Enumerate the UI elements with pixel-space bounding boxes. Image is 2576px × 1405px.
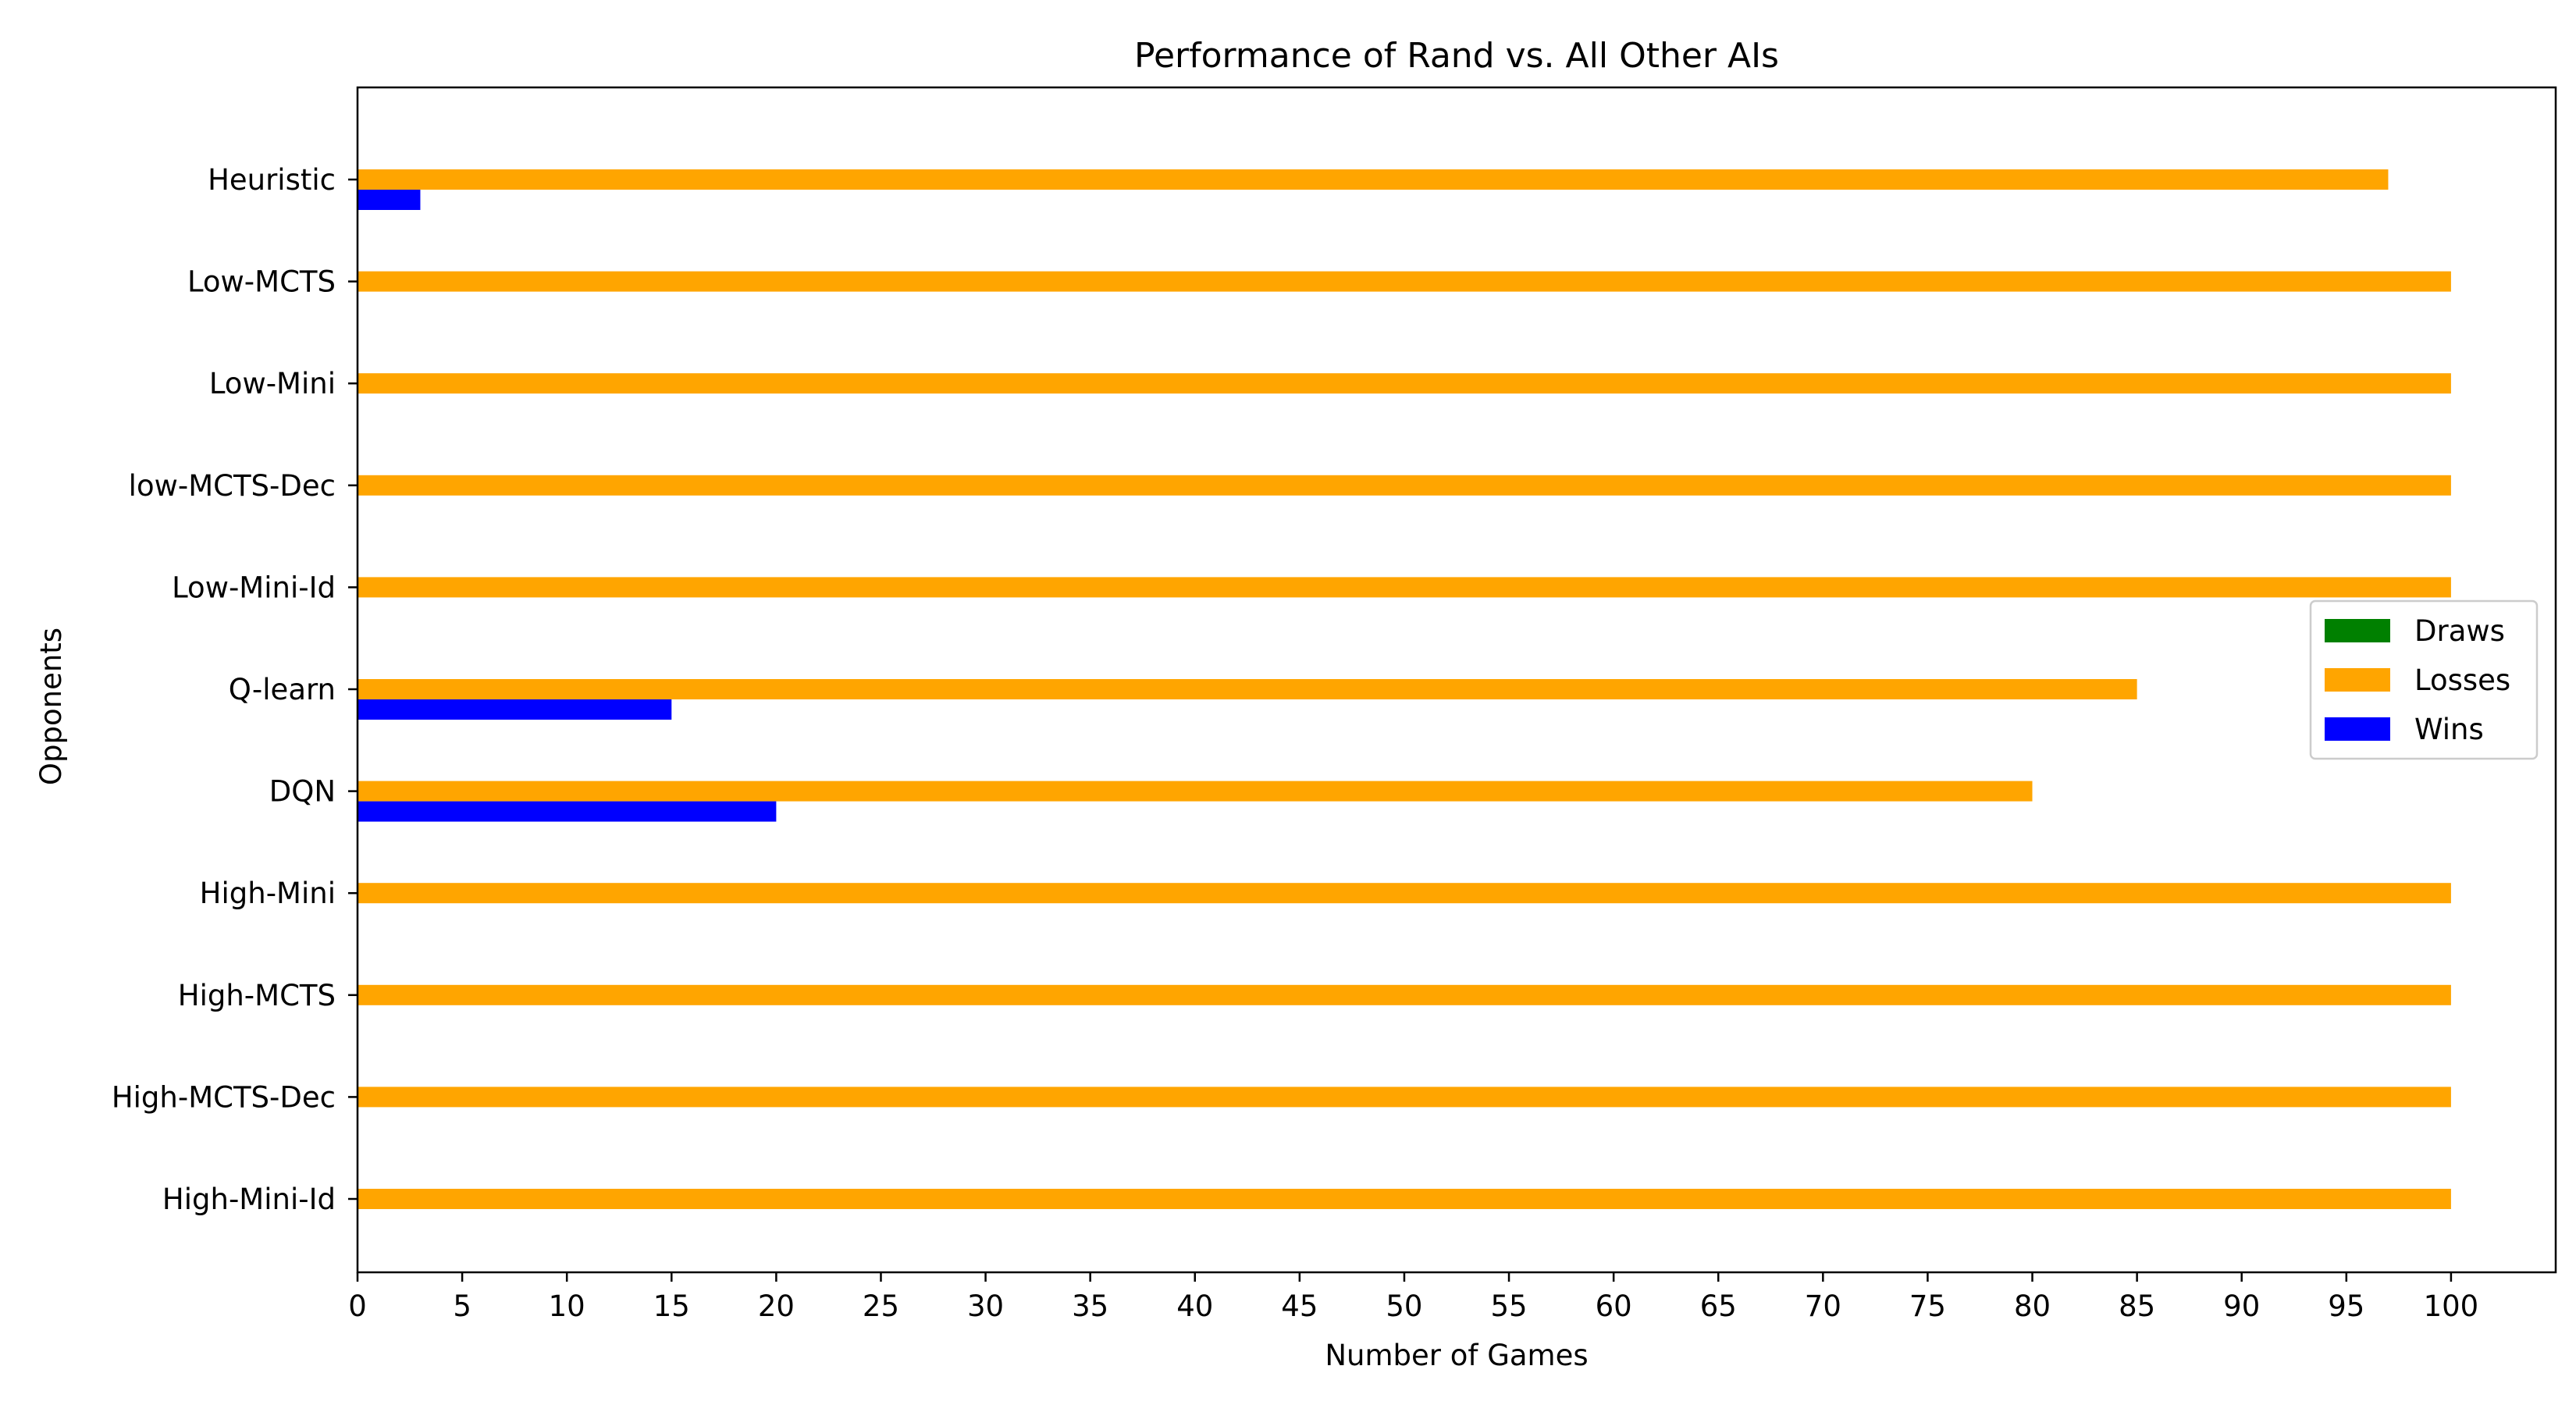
x-tick-label: 30 — [967, 1289, 1004, 1323]
x-tick-label: 5 — [453, 1289, 471, 1323]
y-tick-label: Q-learn — [229, 673, 336, 706]
y-tick-label: High-Mini-Id — [162, 1183, 336, 1216]
x-tick-label: 40 — [1176, 1289, 1213, 1323]
legend-swatch-draws — [2325, 619, 2390, 642]
x-tick-label: 55 — [1491, 1289, 1528, 1323]
x-tick-label: 45 — [1281, 1289, 1318, 1323]
x-tick-label: 80 — [2014, 1289, 2051, 1323]
y-axis-label: Opponents — [34, 628, 68, 785]
x-tick-label: 50 — [1386, 1289, 1422, 1323]
x-tick-label: 70 — [1805, 1289, 1841, 1323]
legend-label-losses: Losses — [2414, 663, 2510, 697]
x-axis-label: Number of Games — [1325, 1339, 1588, 1372]
x-tick-label: 65 — [1700, 1289, 1737, 1323]
bar-losses-7 — [358, 883, 2451, 904]
bar-wins-0 — [358, 190, 421, 210]
x-tick-label: 0 — [348, 1289, 367, 1323]
x-tick-label: 85 — [2119, 1289, 2155, 1323]
chart-title: Performance of Rand vs. All Other AIs — [1134, 36, 1779, 76]
y-axis-ticks: Heuristic Low-MCTS Low-Mini low-MCTS-Dec Low… — [112, 163, 358, 1216]
x-tick-label: 60 — [1596, 1289, 1632, 1323]
x-tick-label: 90 — [2223, 1289, 2260, 1323]
bar-losses-4 — [358, 577, 2451, 598]
x-tick-label: 20 — [758, 1289, 795, 1323]
bar-losses-10 — [358, 1189, 2451, 1209]
bar-losses-8 — [358, 984, 2451, 1005]
x-tick-label: 35 — [1072, 1289, 1108, 1323]
y-tick-label: DQN — [269, 775, 336, 809]
bar-losses-6 — [358, 781, 2033, 802]
y-tick-label: Low-Mini — [209, 367, 336, 400]
bar-losses-0 — [358, 169, 2389, 190]
bar-losses-2 — [358, 373, 2451, 394]
x-tick-label: 15 — [653, 1289, 690, 1323]
legend-label-wins: Wins — [2414, 713, 2484, 746]
y-tick-label: High-MCTS-Dec — [112, 1080, 336, 1114]
bar-losses-1 — [358, 271, 2451, 292]
plot-frame — [356, 86, 2557, 1274]
y-tick-label: low-MCTS-Dec — [129, 469, 336, 503]
x-tick-label: 75 — [1909, 1289, 1946, 1323]
x-tick-label: 25 — [863, 1289, 899, 1323]
x-tick-label: 100 — [2424, 1289, 2479, 1323]
bar-wins-5 — [358, 699, 672, 720]
bar-wins-6 — [358, 801, 777, 822]
bar-losses-3 — [358, 475, 2451, 496]
bars-layer — [358, 169, 2451, 1209]
y-tick-label: High-Mini — [200, 877, 336, 910]
y-tick-label: Low-Mini-Id — [172, 571, 336, 604]
y-tick-label: Low-MCTS — [187, 265, 336, 299]
legend-label-draws: Draws — [2414, 614, 2505, 648]
legend-swatch-wins — [2325, 717, 2390, 741]
y-tick-label: Heuristic — [208, 163, 336, 197]
y-tick-label: High-MCTS — [178, 979, 336, 1012]
legend-swatch-losses — [2325, 668, 2390, 692]
x-tick-label: 95 — [2328, 1289, 2364, 1323]
bar-losses-9 — [358, 1087, 2451, 1108]
legend: Draws Losses Wins — [2309, 599, 2539, 760]
bar-losses-5 — [358, 679, 2137, 699]
x-axis-ticks: 0 5 10 15 20 25 30 35 40 45 50 55 60 65 70 75 80 85 90 95 10… — [348, 1272, 2478, 1323]
x-tick-label: 10 — [549, 1289, 585, 1323]
